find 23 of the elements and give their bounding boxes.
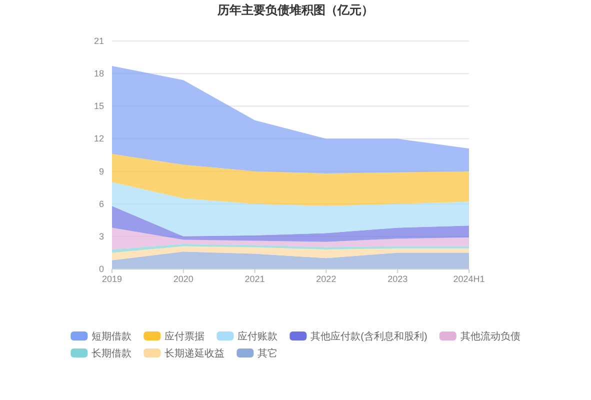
title: 历年主要负债堆积图（亿元）: [218, 3, 374, 17]
x-tick-label: 2024H1: [453, 274, 485, 284]
x-tick-label: 2019: [102, 274, 122, 284]
x-tick-label: 2023: [388, 274, 408, 284]
x-tick-label: 2021: [244, 274, 265, 284]
y-tick-label: 15: [94, 101, 104, 112]
x-tick-label: 2020: [173, 274, 194, 284]
y-tick-label: 18: [94, 68, 104, 79]
y-tick-label: 3: [98, 231, 104, 242]
y-tick-label: 21: [94, 36, 104, 46]
y-tick-label: 0: [98, 264, 104, 274]
legend-label: 长期递延收益: [164, 348, 225, 360]
legend-label: 短期借款: [92, 330, 132, 342]
y-tick-label: 9: [98, 166, 104, 176]
legend-label: 其他流动负债: [460, 330, 520, 342]
y-tick-label: 6: [98, 198, 104, 209]
legend-label: 应付账款: [238, 330, 278, 342]
y-tick-label: 12: [94, 134, 104, 144]
legend-label: 长期借款: [92, 348, 132, 360]
legend-label: 应付票据: [164, 330, 205, 342]
x-tick-label: 2022: [316, 274, 336, 284]
legend-label: 其它: [258, 348, 278, 360]
legend-label: 其他应付款(含利息和股利): [310, 330, 428, 342]
